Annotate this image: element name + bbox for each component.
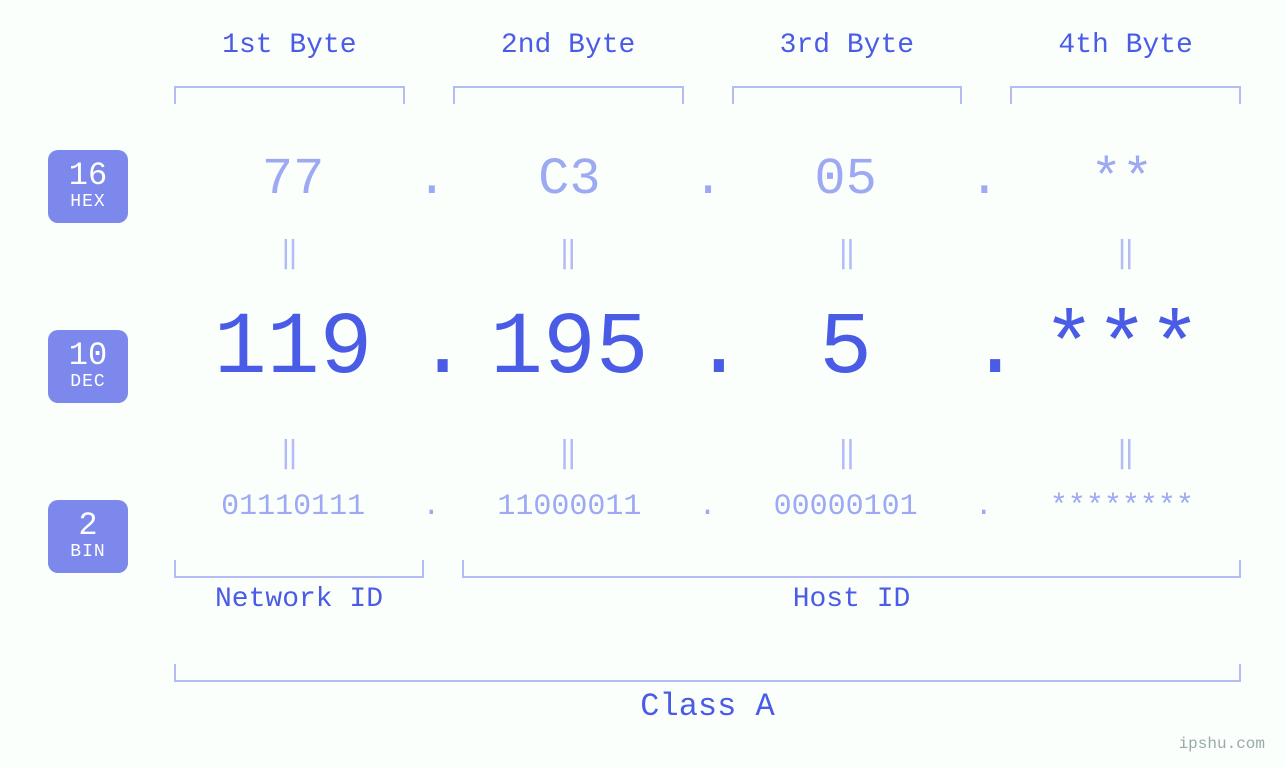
eq-1-4: ‖ bbox=[1006, 235, 1245, 272]
host-id-label: Host ID bbox=[458, 584, 1245, 615]
eq-2-3: ‖ bbox=[728, 435, 967, 472]
watermark: ipshu.com bbox=[1179, 735, 1265, 753]
bin-dot-2: . bbox=[693, 490, 723, 524]
badge-hex: 16 HEX bbox=[48, 150, 128, 223]
dec-dot-3: . bbox=[969, 300, 999, 399]
byte-header-1: 1st Byte bbox=[170, 30, 409, 61]
hex-row: 77 . C3 . 05 . ** bbox=[170, 150, 1245, 209]
bin-byte-2: 11000011 bbox=[446, 490, 692, 524]
network-id-label: Network ID bbox=[170, 584, 428, 615]
hex-dot-2: . bbox=[693, 150, 723, 209]
hex-byte-2: C3 bbox=[446, 150, 692, 209]
badge-hex-label: HEX bbox=[48, 193, 128, 213]
bin-byte-3: 00000101 bbox=[723, 490, 969, 524]
bin-byte-1: 01110111 bbox=[170, 490, 416, 524]
hex-byte-3: 05 bbox=[723, 150, 969, 209]
dec-byte-4: *** bbox=[999, 300, 1245, 399]
bin-row: 01110111 . 11000011 . 00000101 . *******… bbox=[170, 490, 1245, 524]
eq-2-4: ‖ bbox=[1006, 435, 1245, 472]
network-id-bracket bbox=[174, 560, 424, 578]
dec-byte-3: 5 bbox=[723, 300, 969, 399]
hex-byte-1: 77 bbox=[170, 150, 416, 209]
bin-byte-4: ******** bbox=[999, 490, 1245, 524]
badge-bin-label: BIN bbox=[48, 543, 128, 563]
hex-dot-3: . bbox=[969, 150, 999, 209]
bracket-top-1 bbox=[174, 86, 405, 104]
byte-header-4: 4th Byte bbox=[1006, 30, 1245, 61]
equals-row-2: ‖ ‖ ‖ ‖ bbox=[170, 435, 1245, 472]
byte-header-2: 2nd Byte bbox=[449, 30, 688, 61]
hex-dot-1: . bbox=[416, 150, 446, 209]
class-label: Class A bbox=[170, 688, 1245, 725]
dec-byte-2: 195 bbox=[446, 300, 692, 399]
dec-dot-2: . bbox=[693, 300, 723, 399]
badge-dec-num: 10 bbox=[48, 338, 128, 373]
host-id-bracket bbox=[462, 560, 1241, 578]
eq-1-1: ‖ bbox=[170, 235, 409, 272]
badge-bin: 2 BIN bbox=[48, 500, 128, 573]
badge-dec-label: DEC bbox=[48, 373, 128, 393]
eq-1-3: ‖ bbox=[728, 235, 967, 272]
id-brackets-row: Network ID Host ID bbox=[170, 560, 1245, 615]
bracket-top-4 bbox=[1010, 86, 1241, 104]
bracket-top-3 bbox=[732, 86, 963, 104]
badge-hex-num: 16 bbox=[48, 158, 128, 193]
bin-dot-3: . bbox=[969, 490, 999, 524]
dec-row: 119 . 195 . 5 . *** bbox=[170, 300, 1245, 399]
eq-1-2: ‖ bbox=[449, 235, 688, 272]
byte-header-3: 3rd Byte bbox=[728, 30, 967, 61]
bracket-top-2 bbox=[453, 86, 684, 104]
eq-2-2: ‖ bbox=[449, 435, 688, 472]
badge-dec: 10 DEC bbox=[48, 330, 128, 403]
hex-byte-4: ** bbox=[999, 150, 1245, 209]
class-bracket bbox=[174, 664, 1241, 682]
equals-row-1: ‖ ‖ ‖ ‖ bbox=[170, 235, 1245, 272]
top-brackets bbox=[170, 80, 1245, 104]
byte-headers-row: 1st Byte 2nd Byte 3rd Byte 4th Byte bbox=[170, 30, 1245, 61]
class-row: Class A bbox=[170, 664, 1245, 725]
dec-byte-1: 119 bbox=[170, 300, 416, 399]
badge-bin-num: 2 bbox=[48, 508, 128, 543]
eq-2-1: ‖ bbox=[170, 435, 409, 472]
dec-dot-1: . bbox=[416, 300, 446, 399]
bin-dot-1: . bbox=[416, 490, 446, 524]
